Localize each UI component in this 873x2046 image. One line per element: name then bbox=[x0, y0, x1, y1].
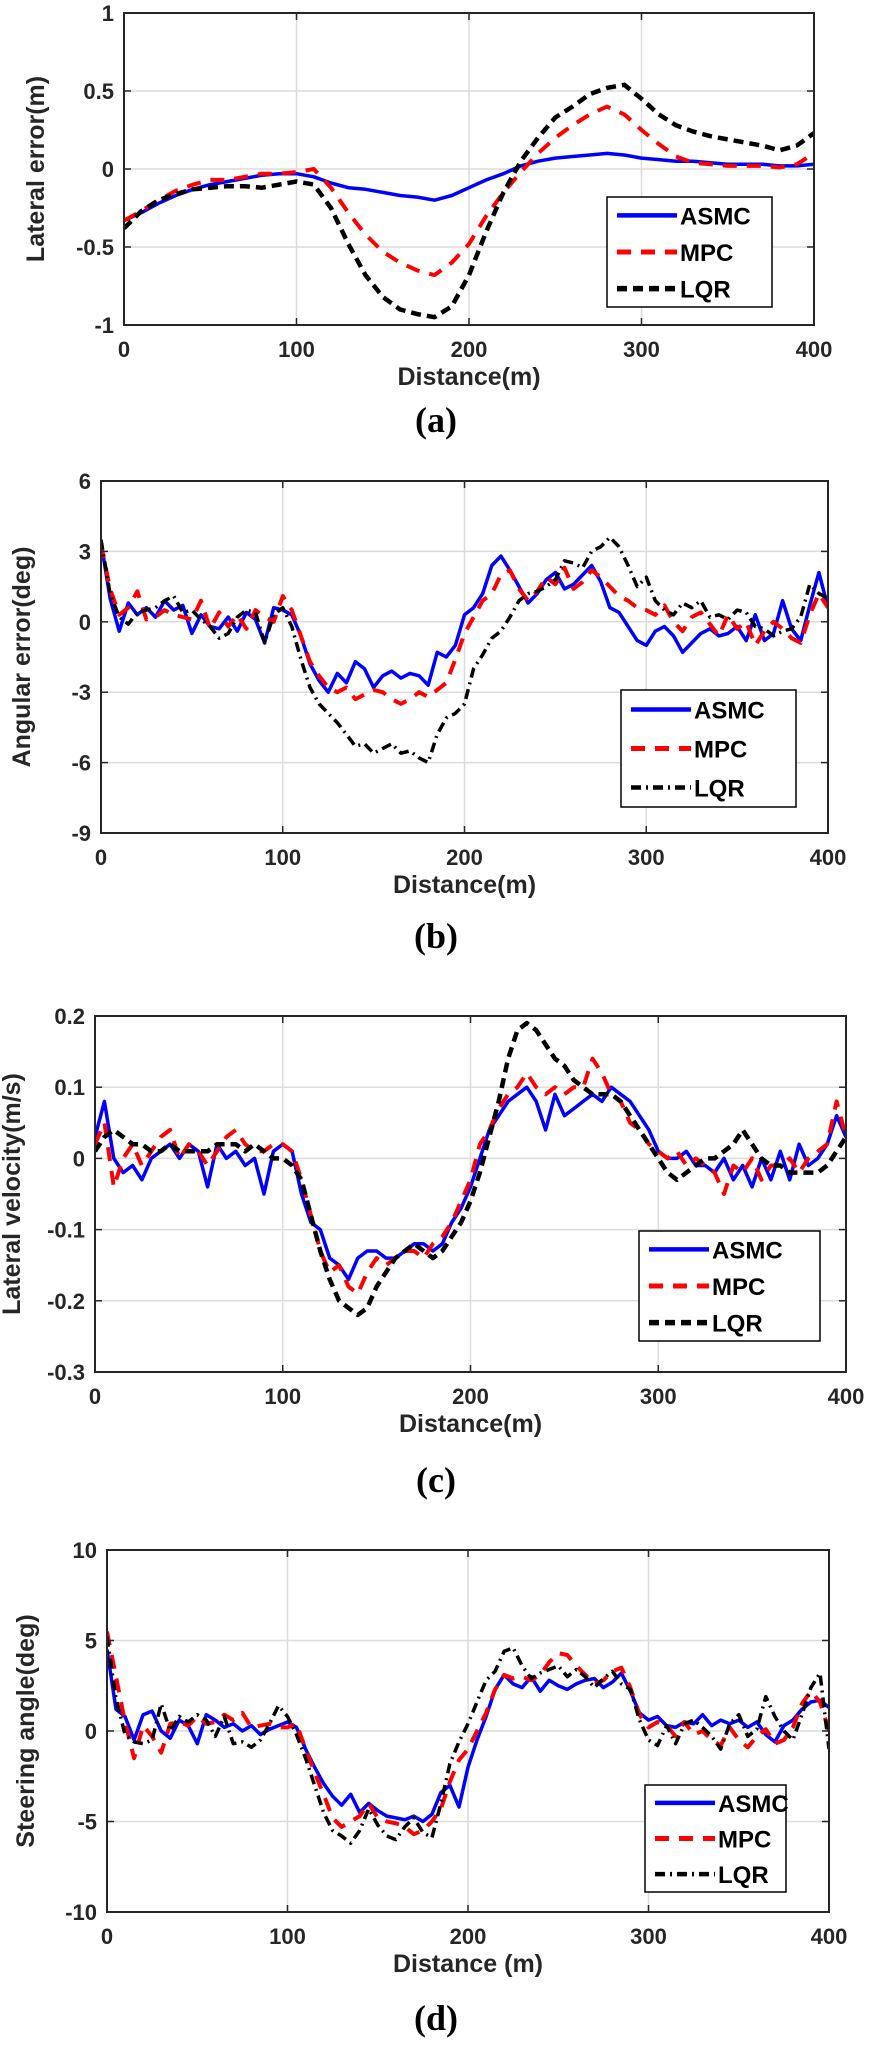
chart-panel-d: 0 100 200 300 400 -10 -5 0 5 10 Distance (m) Steeri… bbox=[12, 1538, 847, 2038]
legend-label-lqr: LQR bbox=[712, 1311, 763, 1338]
y-tick-label: -9 bbox=[71, 821, 91, 846]
legend-label-mpc: MPC bbox=[718, 1827, 771, 1854]
series-line-asmc bbox=[101, 541, 828, 694]
panel-caption: (d) bbox=[414, 1998, 458, 2038]
x-tick-label: 200 bbox=[451, 337, 488, 362]
y-tick-label: -0.1 bbox=[47, 1218, 85, 1243]
x-tick-label: 200 bbox=[446, 845, 483, 870]
x-axis-title: Distance (m) bbox=[393, 1950, 543, 1978]
series-line-lqr bbox=[107, 1636, 829, 1845]
y-tick-label: 10 bbox=[73, 1538, 97, 1563]
y-tick-label: 3 bbox=[79, 539, 91, 564]
y-tick-label: 6 bbox=[79, 469, 91, 494]
y-axis-title: Steering angle(deg) bbox=[12, 1614, 40, 1847]
y-tick-label: -0.3 bbox=[47, 1360, 85, 1385]
legend-label-asmc: ASMC bbox=[712, 1237, 783, 1264]
y-tick-label: -6 bbox=[71, 751, 91, 776]
legend-label-mpc: MPC bbox=[712, 1274, 765, 1301]
series-line-mpc bbox=[124, 104, 814, 278]
legend-label-asmc: ASMC bbox=[718, 1791, 789, 1818]
x-axis-title: Distance(m) bbox=[399, 1410, 542, 1438]
x-tick-label: 300 bbox=[623, 337, 660, 362]
legend-label-lqr: LQR bbox=[718, 1862, 769, 1889]
y-tick-label: 0 bbox=[102, 157, 114, 182]
series-line-asmc bbox=[107, 1649, 829, 1824]
x-tick-label: 200 bbox=[452, 1384, 489, 1409]
y-tick-label: 1 bbox=[102, 1, 114, 26]
x-axis-title: Distance(m) bbox=[397, 363, 540, 391]
legend: ASMC MPC LQR bbox=[606, 196, 773, 308]
x-tick-label: 0 bbox=[89, 1384, 101, 1409]
legend-label-lqr: LQR bbox=[694, 776, 745, 803]
legend: ASMC MPC LQR bbox=[644, 1784, 789, 1893]
legend-label-asmc: ASMC bbox=[680, 203, 751, 230]
x-tick-label: 400 bbox=[811, 1924, 848, 1949]
y-axis-title: Lateral error(m) bbox=[22, 76, 50, 262]
series-line-lqr bbox=[95, 1020, 846, 1318]
y-tick-label: -0.2 bbox=[47, 1289, 85, 1314]
y-tick-label: -5 bbox=[77, 1810, 97, 1835]
legend: ASMC MPC LQR bbox=[638, 1230, 821, 1342]
y-axis-title: Angular error(deg) bbox=[8, 547, 36, 768]
y-tick-label: 0.1 bbox=[54, 1075, 85, 1100]
x-tick-label: 300 bbox=[630, 1924, 667, 1949]
y-tick-label: 0.2 bbox=[54, 1004, 85, 1029]
y-tick-label: 0.5 bbox=[83, 79, 114, 104]
x-tick-label: 300 bbox=[628, 845, 665, 870]
x-tick-label: 300 bbox=[640, 1384, 677, 1409]
x-axis-title: Distance(m) bbox=[393, 871, 536, 899]
panel-caption: (c) bbox=[416, 1460, 456, 1500]
legend: ASMC MPC LQR bbox=[620, 689, 797, 808]
y-tick-label: -0.5 bbox=[76, 235, 114, 260]
x-tick-label: 400 bbox=[810, 845, 847, 870]
panel-caption: (a) bbox=[415, 400, 457, 440]
legend-label-asmc: ASMC bbox=[694, 698, 765, 725]
legend-label-lqr: LQR bbox=[680, 277, 731, 304]
y-tick-label: 0 bbox=[79, 610, 91, 635]
x-tick-label: 100 bbox=[264, 845, 301, 870]
series-line-mpc bbox=[107, 1631, 829, 1837]
x-tick-label: 100 bbox=[264, 1384, 301, 1409]
x-tick-label: 200 bbox=[450, 1924, 487, 1949]
x-tick-label: 400 bbox=[796, 337, 833, 362]
y-tick-label: -10 bbox=[65, 1900, 97, 1925]
y-tick-label: -3 bbox=[71, 680, 91, 705]
panel-caption: (b) bbox=[414, 916, 458, 956]
x-tick-label: 0 bbox=[101, 1924, 113, 1949]
x-tick-label: 100 bbox=[269, 1924, 306, 1949]
chart-panel-c: 0 100 200 300 400 -0.3 -0.2 -0.1 0 0.1 0.2 Distance… bbox=[0, 1004, 864, 1500]
x-tick-label: 100 bbox=[278, 337, 315, 362]
y-tick-label: -1 bbox=[94, 313, 114, 338]
legend-label-mpc: MPC bbox=[680, 240, 733, 267]
y-tick-label: 5 bbox=[85, 1629, 97, 1654]
x-tick-label: 400 bbox=[828, 1384, 865, 1409]
chart-panel-a: 0 100 200 300 400 -1 -0.5 0 0.5 1 Distance(m) Later… bbox=[22, 1, 832, 440]
y-tick-label: 0 bbox=[85, 1719, 97, 1744]
series-line-lqr bbox=[101, 535, 828, 765]
chart-panel-b: 0 100 200 300 400 -9 -6 -3 0 3 6 Distance(m) Angular… bbox=[8, 469, 846, 956]
x-tick-label: 0 bbox=[95, 845, 107, 870]
x-tick-label: 0 bbox=[118, 337, 130, 362]
legend-label-mpc: MPC bbox=[694, 737, 747, 764]
y-tick-label: 0 bbox=[73, 1146, 85, 1171]
y-axis-title: Lateral velocity(m/s) bbox=[0, 1073, 26, 1315]
